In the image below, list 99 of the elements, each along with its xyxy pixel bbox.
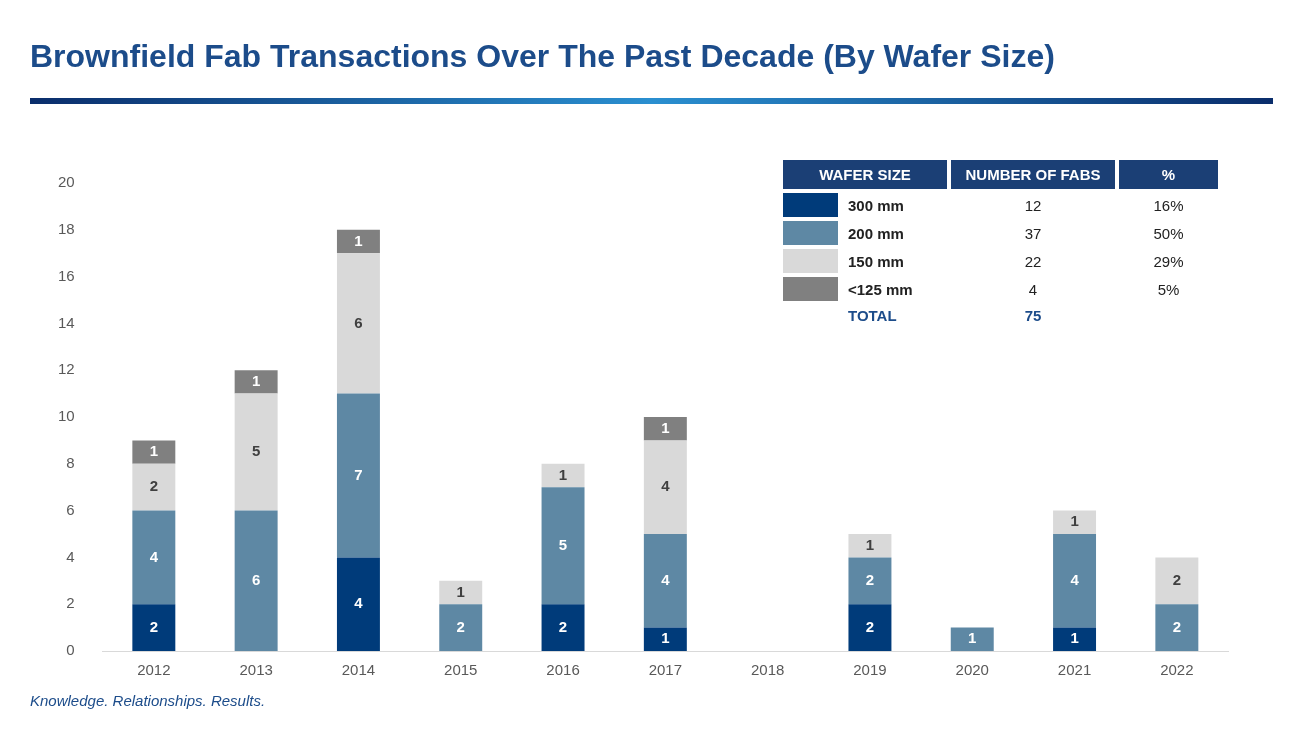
bar bbox=[132, 440, 176, 464]
bar bbox=[336, 393, 380, 558]
bar bbox=[848, 604, 892, 651]
x-tick-label: 2021 bbox=[1057, 661, 1092, 679]
annotation: 22 bbox=[1023, 251, 1043, 272]
bar bbox=[1155, 604, 1199, 651]
x-tick-label: 2018 bbox=[750, 661, 785, 679]
data-label: 5 bbox=[558, 535, 568, 553]
y-tick-label: 4 bbox=[66, 547, 75, 565]
bar bbox=[132, 604, 176, 651]
data-label: 2 bbox=[558, 617, 568, 635]
bar bbox=[643, 440, 687, 534]
data-label: 4 bbox=[661, 477, 671, 495]
annotation: 75 bbox=[1023, 306, 1043, 326]
bar bbox=[848, 534, 892, 558]
data-label: 4 bbox=[149, 547, 159, 565]
bar bbox=[336, 253, 380, 394]
data-label: 5 bbox=[251, 442, 261, 460]
data-label: 1 bbox=[661, 629, 670, 647]
data-label: 1 bbox=[149, 442, 159, 460]
data-label: 4 bbox=[661, 570, 671, 588]
data-label: 1 bbox=[251, 372, 261, 390]
data-label: 2 bbox=[1172, 570, 1182, 588]
data-label: 7 bbox=[354, 465, 363, 483]
data-label: 2 bbox=[865, 570, 875, 588]
y-tick-label: 18 bbox=[58, 219, 75, 237]
bar bbox=[132, 510, 176, 605]
x-tick-label: 2013 bbox=[239, 661, 273, 679]
bar bbox=[439, 580, 483, 605]
y-tick-label: 0 bbox=[66, 641, 75, 659]
data-label: 1 bbox=[558, 465, 568, 483]
data-label: 1 bbox=[1070, 629, 1079, 647]
bar bbox=[336, 229, 380, 254]
text: Knowledge. Relationships. Results. bbox=[30, 692, 266, 709]
bar bbox=[1053, 627, 1097, 651]
data-label: 1 bbox=[968, 629, 977, 647]
y-tick-label: 14 bbox=[58, 313, 75, 331]
data-label: 4 bbox=[354, 594, 364, 612]
bar bbox=[643, 417, 687, 441]
annotation: TOTAL bbox=[847, 306, 898, 326]
bar bbox=[950, 627, 994, 651]
data-label: 1 bbox=[354, 231, 363, 249]
data-label: 6 bbox=[354, 313, 363, 331]
y-tick-label: 8 bbox=[66, 453, 75, 471]
data-label: 2 bbox=[149, 477, 159, 495]
annotation: 29% bbox=[1152, 251, 1185, 272]
bar bbox=[1053, 534, 1097, 628]
y-tick-label: 6 bbox=[66, 500, 75, 518]
bar bbox=[234, 370, 278, 394]
data-label: 2 bbox=[149, 617, 159, 635]
bar bbox=[541, 604, 585, 651]
x-tick-label: 2012 bbox=[137, 661, 171, 679]
x-tick-label: 2016 bbox=[546, 661, 580, 679]
data-label: 1 bbox=[865, 535, 875, 553]
bar bbox=[234, 510, 278, 651]
y-tick-label: 20 bbox=[58, 173, 75, 191]
bar bbox=[643, 534, 687, 628]
annotation: 37 bbox=[1023, 223, 1043, 244]
y-tick-label: 2 bbox=[66, 594, 75, 612]
header-cell: WAFER SIZE bbox=[783, 160, 947, 189]
bar bbox=[132, 463, 176, 511]
y-tick-label: 10 bbox=[58, 407, 75, 425]
header-cell: % bbox=[1119, 160, 1218, 189]
data-label: 2 bbox=[865, 617, 875, 635]
x-tick-label: 2015 bbox=[444, 661, 478, 679]
data-label: 1 bbox=[1070, 512, 1079, 530]
bar bbox=[336, 557, 380, 651]
legend-label: 150 mm bbox=[848, 252, 904, 270]
data-label: 1 bbox=[456, 582, 465, 600]
bar bbox=[1053, 510, 1097, 534]
annotation: 12 bbox=[1023, 195, 1043, 216]
bar bbox=[541, 487, 585, 605]
data-label: 6 bbox=[251, 570, 261, 588]
legend-label: <125 mm bbox=[848, 280, 913, 298]
annotation: 4 bbox=[1027, 279, 1039, 300]
header-cell: NUMBER OF FABS bbox=[951, 160, 1115, 189]
x-tick-label: 2019 bbox=[853, 661, 887, 679]
y-tick-label: 12 bbox=[58, 360, 75, 378]
x-tick-label: 2020 bbox=[955, 661, 989, 679]
bar bbox=[1155, 557, 1199, 605]
bar bbox=[643, 627, 687, 651]
annotation: 5% bbox=[1156, 279, 1181, 300]
legend-label: 200 mm bbox=[848, 224, 904, 242]
data-label: 2 bbox=[1172, 617, 1182, 635]
bar bbox=[541, 463, 585, 488]
data-label: 1 bbox=[661, 418, 670, 436]
x-tick-label: 2017 bbox=[648, 661, 683, 679]
annotation: 16% bbox=[1152, 195, 1185, 216]
bar bbox=[848, 557, 892, 605]
annotation: 50% bbox=[1152, 223, 1185, 244]
data-label: 4 bbox=[1070, 570, 1080, 588]
x-tick-label: 2022 bbox=[1160, 661, 1194, 679]
bar bbox=[234, 393, 278, 511]
y-tick-label: 16 bbox=[58, 266, 75, 284]
legend-label: 300 mm bbox=[848, 196, 904, 214]
chart-title: Brownfield Fab Transactions Over The Past Decade (By Wafer Size) bbox=[30, 38, 1055, 75]
data-label: 2 bbox=[456, 617, 465, 635]
bar bbox=[439, 604, 483, 651]
x-tick-label: 2014 bbox=[341, 661, 376, 679]
